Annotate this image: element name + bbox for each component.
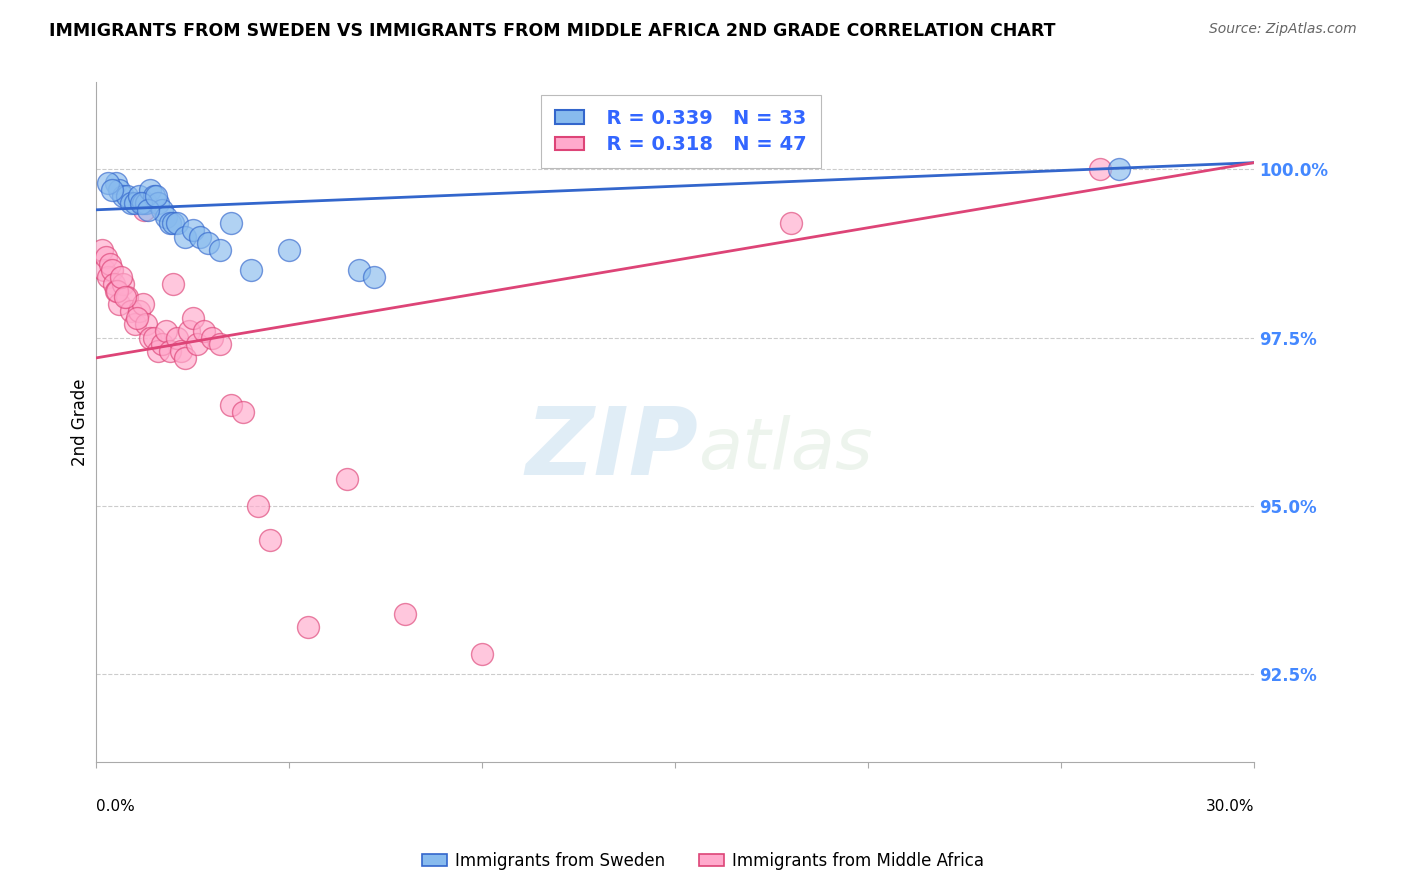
Point [100,183,122,197]
Point [146,196,169,211]
Point [104,176,127,190]
Point [219,216,242,230]
Point [112,277,135,291]
Point [181,310,204,325]
Text: IMMIGRANTS FROM SWEDEN VS IMMIGRANTS FROM MIDDLE AFRICA 2ND GRADE CORRELATION CH: IMMIGRANTS FROM SWEDEN VS IMMIGRANTS FRO… [49,22,1056,40]
Legend: Immigrants from Sweden, Immigrants from Middle Africa: Immigrants from Sweden, Immigrants from … [415,846,991,877]
Point [115,189,138,203]
Point [128,303,150,318]
Point [128,189,150,203]
Point [162,216,184,230]
Point [97,176,120,190]
Point [174,229,197,244]
Point [143,189,166,203]
Point [120,303,142,318]
Point [219,398,242,412]
Text: atlas: atlas [699,415,873,483]
Point [107,284,129,298]
Point [125,310,148,325]
Text: Source: ZipAtlas.com: Source: ZipAtlas.com [1209,22,1357,37]
Point [1108,162,1130,177]
Point [120,196,142,211]
Point [97,270,120,285]
Point [114,290,136,304]
Point [155,324,177,338]
Point [115,290,138,304]
Point [170,344,193,359]
Point [100,263,122,277]
Point [166,216,188,230]
Point [190,229,212,244]
Point [135,317,157,331]
Text: 0.0%: 0.0% [96,799,135,814]
Point [145,189,167,203]
Point [247,499,270,513]
Point [166,331,188,345]
Point [131,196,153,211]
Point [139,183,162,197]
Point [363,270,385,285]
Point [297,620,319,634]
Point [278,243,301,257]
Point [110,270,132,285]
Point [159,344,181,359]
Point [98,257,121,271]
Point [103,277,125,291]
Point [174,351,197,365]
Point [779,216,801,230]
Point [124,196,146,211]
Point [108,183,131,197]
Text: 30.0%: 30.0% [1205,799,1254,814]
Point [124,317,146,331]
Point [155,210,177,224]
Point [186,337,208,351]
Y-axis label: 2nd Grade: 2nd Grade [72,378,89,466]
Point [129,196,152,211]
Point [336,472,359,486]
Point [139,331,162,345]
Point [259,533,281,547]
Point [91,243,114,257]
Point [134,202,156,217]
Point [197,236,219,251]
Point [131,297,153,311]
Point [347,263,370,277]
Point [239,263,262,277]
Point [208,243,231,257]
Point [162,277,184,291]
Point [104,284,127,298]
Point [135,196,157,211]
Point [193,324,215,338]
Point [232,405,254,419]
Text: ZIP: ZIP [526,403,699,495]
Point [394,607,416,621]
Point [150,337,173,351]
Point [1088,162,1111,177]
Point [177,324,200,338]
Point [93,263,115,277]
Point [94,250,117,264]
Legend:   R = 0.339   N = 33,   R = 0.318   N = 47: R = 0.339 N = 33, R = 0.318 N = 47 [541,95,821,168]
Point [208,337,231,351]
Point [146,344,169,359]
Point [143,331,166,345]
Point [136,202,159,217]
Point [201,331,224,345]
Point [471,647,494,661]
Point [108,297,131,311]
Point [112,189,135,203]
Point [150,202,173,217]
Point [159,216,181,230]
Point [181,223,204,237]
